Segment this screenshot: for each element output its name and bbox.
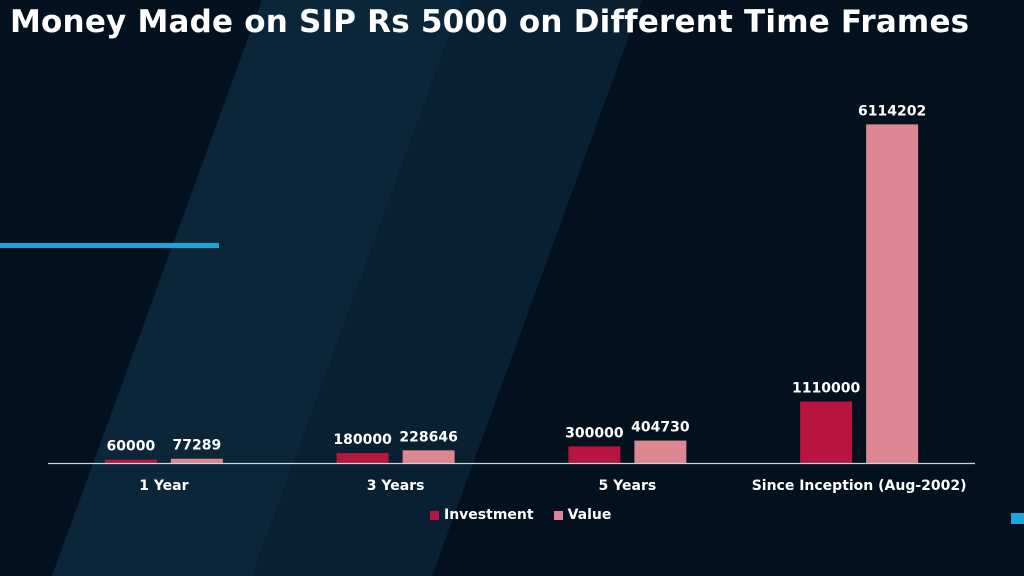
chart-legend: Investment Value — [430, 507, 611, 523]
bar-value-1 — [170, 458, 223, 463]
data-label-value-2: 228646 — [399, 429, 457, 445]
bar-value-4 — [866, 124, 919, 463]
x-tick-label-2: 3 Years — [367, 478, 425, 494]
legend-item-value: Value — [553, 507, 612, 523]
legend-label-value: Value — [567, 507, 612, 523]
accent-mark — [1011, 513, 1024, 524]
x-tick-label-1: 1 Year — [139, 478, 188, 494]
legend-label-investment: Investment — [444, 507, 534, 523]
data-label-value-1: 77289 — [173, 438, 222, 454]
x-tick-label-4: Since Inception (Aug-2002) — [752, 478, 967, 494]
bar-value-3 — [634, 440, 687, 463]
legend-swatch-value — [553, 510, 563, 520]
background-band-right — [252, 0, 642, 576]
x-tick-label-3: 5 Years — [599, 478, 657, 494]
legend-swatch-investment — [430, 510, 439, 520]
background-band-left — [52, 0, 462, 576]
bar-investment-2 — [336, 453, 389, 463]
data-label-investment-1: 60000 — [107, 439, 156, 455]
bar-investment-1 — [104, 459, 157, 463]
data-label-value-3: 404730 — [631, 420, 690, 436]
accent-line — [0, 243, 219, 248]
chart-title: Money Made on SIP Rs 5000 on Different T… — [10, 4, 970, 40]
data-label-investment-3: 300000 — [565, 425, 624, 441]
bar-value-2 — [402, 450, 455, 463]
bar-investment-3 — [568, 446, 621, 463]
data-label-investment-2: 180000 — [333, 432, 392, 448]
data-label-investment-4: 1110000 — [792, 381, 860, 397]
data-label-value-4: 6114202 — [858, 103, 926, 119]
bar-investment-4 — [800, 401, 853, 463]
legend-item-investment: Investment — [430, 507, 534, 523]
